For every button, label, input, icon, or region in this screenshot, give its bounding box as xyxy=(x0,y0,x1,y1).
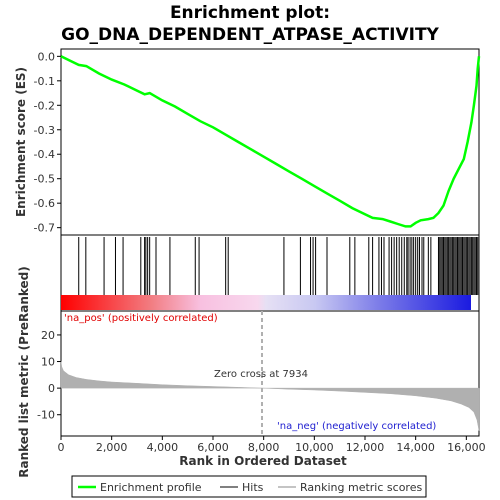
es-tick-label: -0.3 xyxy=(34,124,55,137)
es-tick-label: -0.1 xyxy=(34,75,55,88)
x-tick-label: 10,000 xyxy=(295,441,334,454)
x-tick-label: 4,000 xyxy=(147,441,179,454)
x-tick-label: 2,000 xyxy=(96,441,128,454)
es-tick-label: -0.5 xyxy=(34,173,55,186)
metric-tick-label: 20 xyxy=(41,329,55,342)
es-axis-label: Enrichment score (ES) xyxy=(14,67,28,217)
metric-tick-label: -10 xyxy=(37,409,55,422)
zero-cross-label: Zero cross at 7934 xyxy=(214,369,308,380)
es-tick-label: -0.4 xyxy=(34,148,55,161)
pos-label: 'na_pos' (positively correlated) xyxy=(64,313,218,324)
metric-panel-frame xyxy=(60,310,480,437)
metric-tick-label: 0 xyxy=(48,382,55,395)
x-tick-label: 8,000 xyxy=(248,441,280,454)
x-tick-label: 0 xyxy=(58,441,65,454)
chart-title-line2: GO_DNA_DEPENDENT_ATPASE_ACTIVITY xyxy=(61,25,439,45)
es-tick-label: -0.7 xyxy=(34,222,55,235)
x-tick-label: 14,000 xyxy=(396,441,435,454)
ranking-metric-area xyxy=(60,361,480,431)
metric-tick-label: 10 xyxy=(41,356,55,369)
es-tick-label: 0.0 xyxy=(38,50,56,63)
x-tick-label: 6,000 xyxy=(197,441,229,454)
es-panel-frame xyxy=(60,48,480,236)
rank-color-bar xyxy=(61,295,471,310)
legend-es-label: Enrichment profile xyxy=(100,481,202,494)
es-tick-label: -0.6 xyxy=(34,197,55,210)
x-tick-label: 12,000 xyxy=(346,441,385,454)
enrichment-profile-line xyxy=(60,55,481,228)
chart-title-line1: Enrichment plot: xyxy=(170,3,330,23)
metric-axis-label: Ranked list metric (PreRanked) xyxy=(17,266,31,478)
legend-metric-label: Ranking metric scores xyxy=(300,481,422,494)
x-axis-label: Rank in Ordered Dataset xyxy=(179,454,347,468)
legend-box xyxy=(71,475,427,498)
neg-label: 'na_neg' (negatively correlated) xyxy=(277,421,436,432)
es-tick-label: -0.2 xyxy=(34,99,55,112)
x-tick-label: 16,000 xyxy=(447,441,486,454)
legend-hits-label: Hits xyxy=(242,481,264,494)
